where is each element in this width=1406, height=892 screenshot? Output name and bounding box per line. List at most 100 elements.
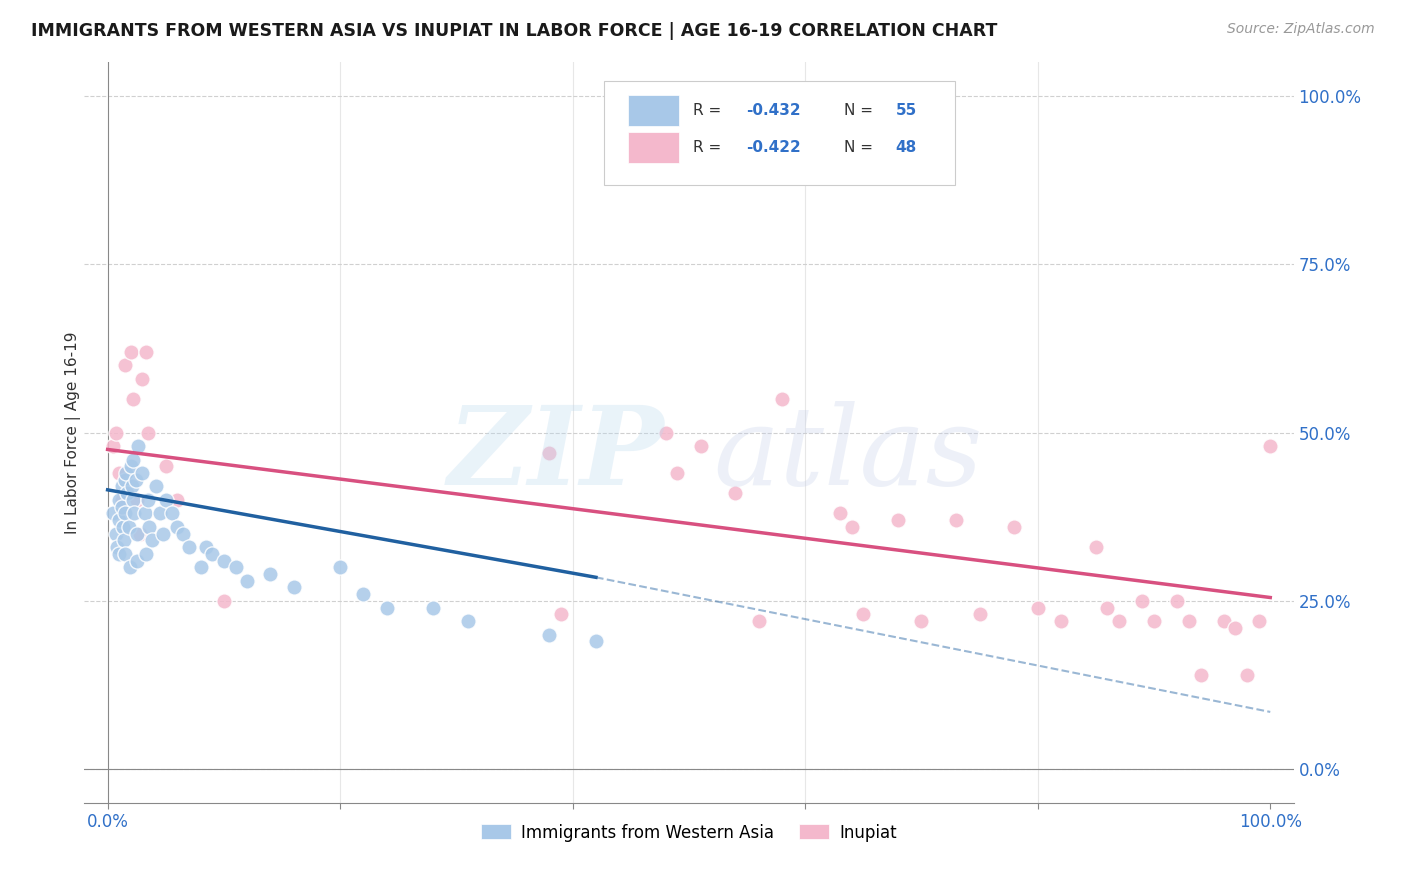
- Point: [110, 479, 132, 493]
- FancyBboxPatch shape: [628, 132, 679, 163]
- Point: [138, 520, 160, 534]
- FancyBboxPatch shape: [628, 95, 679, 126]
- Point: [329, 560, 352, 574]
- Point: [155, 492, 177, 507]
- Point: [457, 614, 479, 628]
- Point: [135, 344, 157, 359]
- Point: [748, 614, 770, 628]
- FancyBboxPatch shape: [605, 81, 955, 185]
- Point: [114, 473, 136, 487]
- Point: [236, 574, 259, 588]
- Point: [112, 533, 135, 548]
- Point: [201, 547, 224, 561]
- Point: [122, 392, 145, 406]
- Point: [103, 439, 125, 453]
- Point: [114, 507, 136, 521]
- Point: [104, 425, 127, 440]
- Point: [125, 492, 148, 507]
- Point: [111, 520, 134, 534]
- Point: [122, 452, 145, 467]
- Point: [131, 372, 153, 386]
- Point: [585, 634, 607, 648]
- Point: [1097, 600, 1119, 615]
- Text: ZIP: ZIP: [449, 401, 665, 508]
- Point: [352, 587, 374, 601]
- Point: [910, 614, 932, 628]
- Text: -0.432: -0.432: [745, 103, 800, 118]
- Point: [841, 520, 863, 534]
- Point: [538, 446, 561, 460]
- Point: [110, 492, 132, 507]
- Point: [1026, 600, 1049, 615]
- Point: [1189, 668, 1212, 682]
- Point: [724, 486, 747, 500]
- Point: [108, 466, 131, 480]
- Point: [259, 566, 281, 581]
- Point: [1143, 614, 1166, 628]
- Point: [115, 466, 138, 480]
- Text: atlas: atlas: [713, 401, 983, 508]
- Point: [1004, 520, 1026, 534]
- Text: 48: 48: [896, 140, 917, 155]
- Point: [114, 547, 136, 561]
- Point: [104, 526, 127, 541]
- Point: [283, 581, 305, 595]
- Point: [105, 540, 128, 554]
- Text: N =: N =: [844, 140, 877, 155]
- Point: [121, 479, 143, 493]
- Point: [375, 600, 398, 615]
- Text: R =: R =: [693, 140, 725, 155]
- Point: [136, 492, 159, 507]
- Point: [1166, 594, 1188, 608]
- Point: [120, 344, 142, 359]
- Point: [212, 553, 235, 567]
- Point: [134, 507, 156, 521]
- Point: [117, 520, 139, 534]
- Point: [1247, 614, 1270, 628]
- Point: [1050, 614, 1073, 628]
- Point: [945, 513, 967, 527]
- Point: [166, 520, 188, 534]
- Point: [1225, 621, 1247, 635]
- Point: [852, 607, 875, 622]
- Y-axis label: In Labor Force | Age 16-19: In Labor Force | Age 16-19: [65, 331, 82, 534]
- Point: [666, 466, 689, 480]
- Point: [887, 513, 910, 527]
- Point: [538, 627, 561, 641]
- Legend: Immigrants from Western Asia, Inupiat: Immigrants from Western Asia, Inupiat: [472, 815, 905, 850]
- Point: [136, 425, 159, 440]
- Point: [689, 439, 711, 453]
- Point: [108, 547, 131, 561]
- Point: [177, 540, 200, 554]
- Point: [155, 459, 177, 474]
- Point: [103, 507, 125, 521]
- Point: [550, 607, 572, 622]
- Point: [1212, 614, 1234, 628]
- Point: [654, 425, 676, 440]
- Point: [124, 473, 146, 487]
- Point: [225, 560, 247, 574]
- Point: [110, 500, 132, 514]
- Point: [195, 540, 218, 554]
- Point: [190, 560, 212, 574]
- Point: [160, 507, 183, 521]
- Point: [1258, 439, 1281, 453]
- Text: -0.422: -0.422: [745, 140, 800, 155]
- Point: [122, 492, 145, 507]
- Text: 55: 55: [896, 103, 917, 118]
- Point: [166, 492, 188, 507]
- Point: [114, 359, 136, 373]
- Point: [108, 513, 131, 527]
- Point: [172, 526, 194, 541]
- Point: [770, 392, 793, 406]
- Point: [135, 547, 157, 561]
- Point: [125, 553, 148, 567]
- Point: [120, 459, 142, 474]
- Point: [1108, 614, 1130, 628]
- Point: [141, 533, 163, 548]
- Text: N =: N =: [844, 103, 877, 118]
- Point: [969, 607, 991, 622]
- Point: [212, 594, 235, 608]
- Point: [1236, 668, 1258, 682]
- Point: [1132, 594, 1154, 608]
